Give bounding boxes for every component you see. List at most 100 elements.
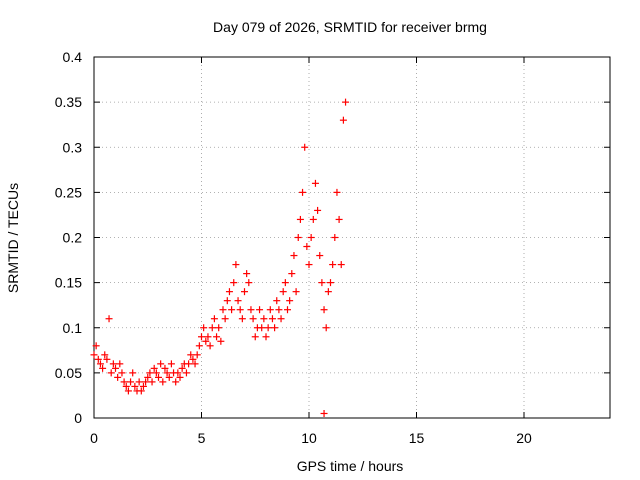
data-point [292, 288, 300, 296]
data-point [114, 373, 122, 381]
data-point [307, 234, 315, 241]
data-point [327, 279, 334, 287]
data-point [215, 324, 223, 332]
data-point [182, 369, 190, 377]
x-tick-label: 15 [409, 430, 425, 446]
y-tick-label: 0.1 [63, 320, 83, 336]
data-point [301, 143, 309, 151]
y-tick-label: 0.3 [63, 139, 83, 155]
data-point [266, 306, 274, 314]
data-point [187, 351, 195, 359]
x-axis-label: GPS time / hours [297, 458, 404, 474]
axis-ticks: 0 5 10 15 20 0 0.05 0.1 0.15 0.2 0.25 0.3 0.35 0.4 [55, 49, 610, 446]
data-point [116, 360, 124, 368]
data-point [109, 360, 117, 368]
data-point [324, 288, 332, 296]
data-point [150, 364, 158, 372]
data-point [238, 315, 246, 323]
data-point [337, 261, 345, 269]
data-point [204, 333, 212, 341]
data-point [290, 252, 298, 260]
data-point [189, 355, 197, 363]
data-point [232, 261, 240, 269]
data-point [210, 315, 218, 323]
data-point [335, 215, 343, 223]
data-point [174, 369, 182, 377]
y-tick-label: 0.25 [55, 184, 82, 200]
data-point [206, 342, 214, 350]
y-tick-label: 0.05 [55, 365, 82, 381]
data-point [262, 333, 270, 341]
data-point [225, 288, 233, 296]
data-point [167, 360, 175, 368]
data-point [92, 342, 100, 350]
data-point [329, 261, 337, 269]
data-point [221, 315, 229, 323]
data-point [146, 369, 154, 377]
data-point [185, 360, 193, 368]
data-point [223, 297, 231, 305]
data-point [316, 252, 324, 260]
data-point [219, 306, 227, 314]
data-point [294, 234, 302, 241]
data-point [309, 215, 317, 223]
data-point [234, 297, 242, 305]
data-point [264, 324, 272, 332]
grid [94, 57, 610, 418]
data-point [260, 315, 268, 323]
data-point [163, 369, 171, 377]
data-point [165, 373, 173, 381]
data-point [213, 333, 221, 341]
y-tick-label: 0.15 [55, 275, 82, 291]
data-point [230, 279, 238, 287]
data-point [172, 378, 180, 386]
data-point [124, 387, 132, 395]
data-point [105, 315, 113, 323]
data-point [320, 409, 328, 417]
data-point [251, 333, 259, 341]
data-point [208, 324, 216, 332]
data-point [148, 378, 156, 386]
data-point [131, 382, 139, 390]
data-point [178, 364, 186, 372]
data-point [286, 297, 294, 305]
x-tick-label: 20 [516, 430, 532, 446]
data-point [161, 364, 169, 372]
data-point [245, 279, 253, 287]
data-point [191, 360, 199, 368]
data-point [101, 351, 109, 359]
data-point [284, 306, 291, 314]
data-point [342, 98, 350, 106]
data-point [176, 373, 184, 381]
data-point [90, 351, 98, 359]
data-point [200, 324, 208, 332]
data-point [96, 360, 104, 368]
data-point [236, 306, 244, 314]
x-tick-label: 5 [198, 430, 206, 446]
data-point [258, 324, 266, 332]
data-point [296, 215, 304, 223]
data-point [318, 279, 326, 287]
data-point [195, 342, 203, 350]
data-point [129, 369, 137, 377]
data-point [331, 234, 339, 241]
data-points [90, 98, 350, 417]
data-point [127, 378, 135, 386]
data-point [217, 337, 225, 345]
data-point [99, 364, 107, 372]
data-point [241, 288, 248, 296]
data-point [268, 315, 276, 323]
data-point [275, 306, 283, 314]
data-point [122, 382, 130, 390]
data-point [228, 306, 236, 314]
y-tick-label: 0 [74, 410, 82, 426]
data-point [303, 243, 311, 251]
data-point [152, 369, 160, 377]
x-tick-label: 0 [90, 430, 98, 446]
data-point [279, 288, 287, 296]
data-point [139, 382, 147, 390]
x-tick-label: 10 [301, 430, 317, 446]
data-point [256, 306, 264, 314]
data-point [193, 351, 201, 359]
data-point [305, 261, 313, 269]
